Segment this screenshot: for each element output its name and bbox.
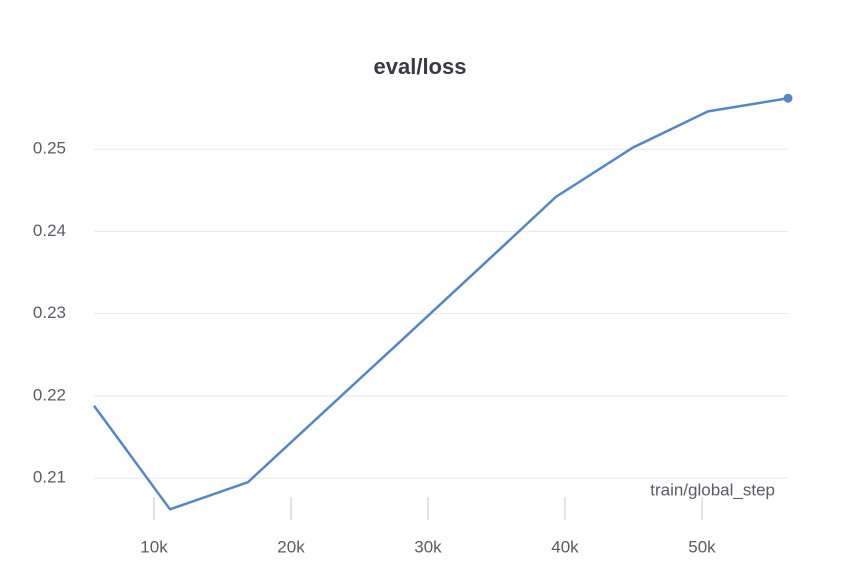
y-tick-label: 0.22 [33,385,66,404]
line-series [92,96,789,511]
end-point [783,93,793,103]
chart-title: eval/loss [374,54,467,79]
x-tick-label: 50k [688,537,716,556]
x-tick-label: 20k [277,537,305,556]
y-tick-label: 0.25 [33,139,66,158]
x-tick-label: 10k [140,537,168,556]
x-tick-label: 30k [414,537,442,556]
x-axis-label: train/global_step [650,480,775,499]
y-tick-label: 0.21 [33,468,66,487]
x-tick-label: 40k [551,537,579,556]
y-tick-label: 0.23 [33,303,66,322]
y-tick-label: 0.24 [33,221,66,240]
